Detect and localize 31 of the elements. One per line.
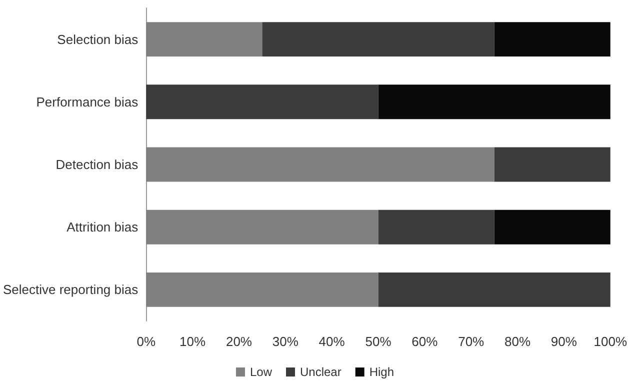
bar	[146, 210, 378, 244]
x-tick-label: 70%	[458, 334, 485, 349]
bar	[494, 147, 610, 182]
y-tick-label: Selection bias	[57, 32, 139, 47]
legend-label: Unclear	[300, 365, 342, 379]
legend-label: Low	[250, 365, 272, 379]
x-tick-label: 60%	[412, 334, 438, 349]
bar	[494, 210, 610, 244]
x-tick-label: 80%	[504, 334, 531, 349]
x-tick-label: 50%	[365, 334, 392, 349]
bar	[378, 84, 610, 120]
x-tick-label: 20%	[226, 334, 252, 349]
y-tick-label: Performance bias	[36, 94, 139, 110]
bar	[146, 84, 378, 120]
x-tick-label: 90%	[550, 334, 578, 349]
bar	[146, 147, 494, 182]
x-tick-label: 30%	[272, 334, 299, 349]
bar	[262, 22, 494, 57]
bar	[494, 22, 610, 57]
y-tick-label: Attrition bias	[66, 220, 139, 235]
x-tick-label: 10%	[180, 334, 206, 349]
legend-label: High	[369, 365, 394, 379]
x-tick-label: 40%	[318, 334, 346, 349]
x-tick-label: 0%	[136, 334, 156, 349]
y-tick-label: Detection bias	[56, 157, 139, 172]
y-tick-label: Selective reporting bias	[2, 282, 139, 298]
bar	[378, 272, 610, 307]
bar	[146, 272, 378, 307]
x-tick-label: 100%	[594, 334, 628, 349]
bar	[378, 210, 494, 244]
bar	[146, 22, 262, 57]
